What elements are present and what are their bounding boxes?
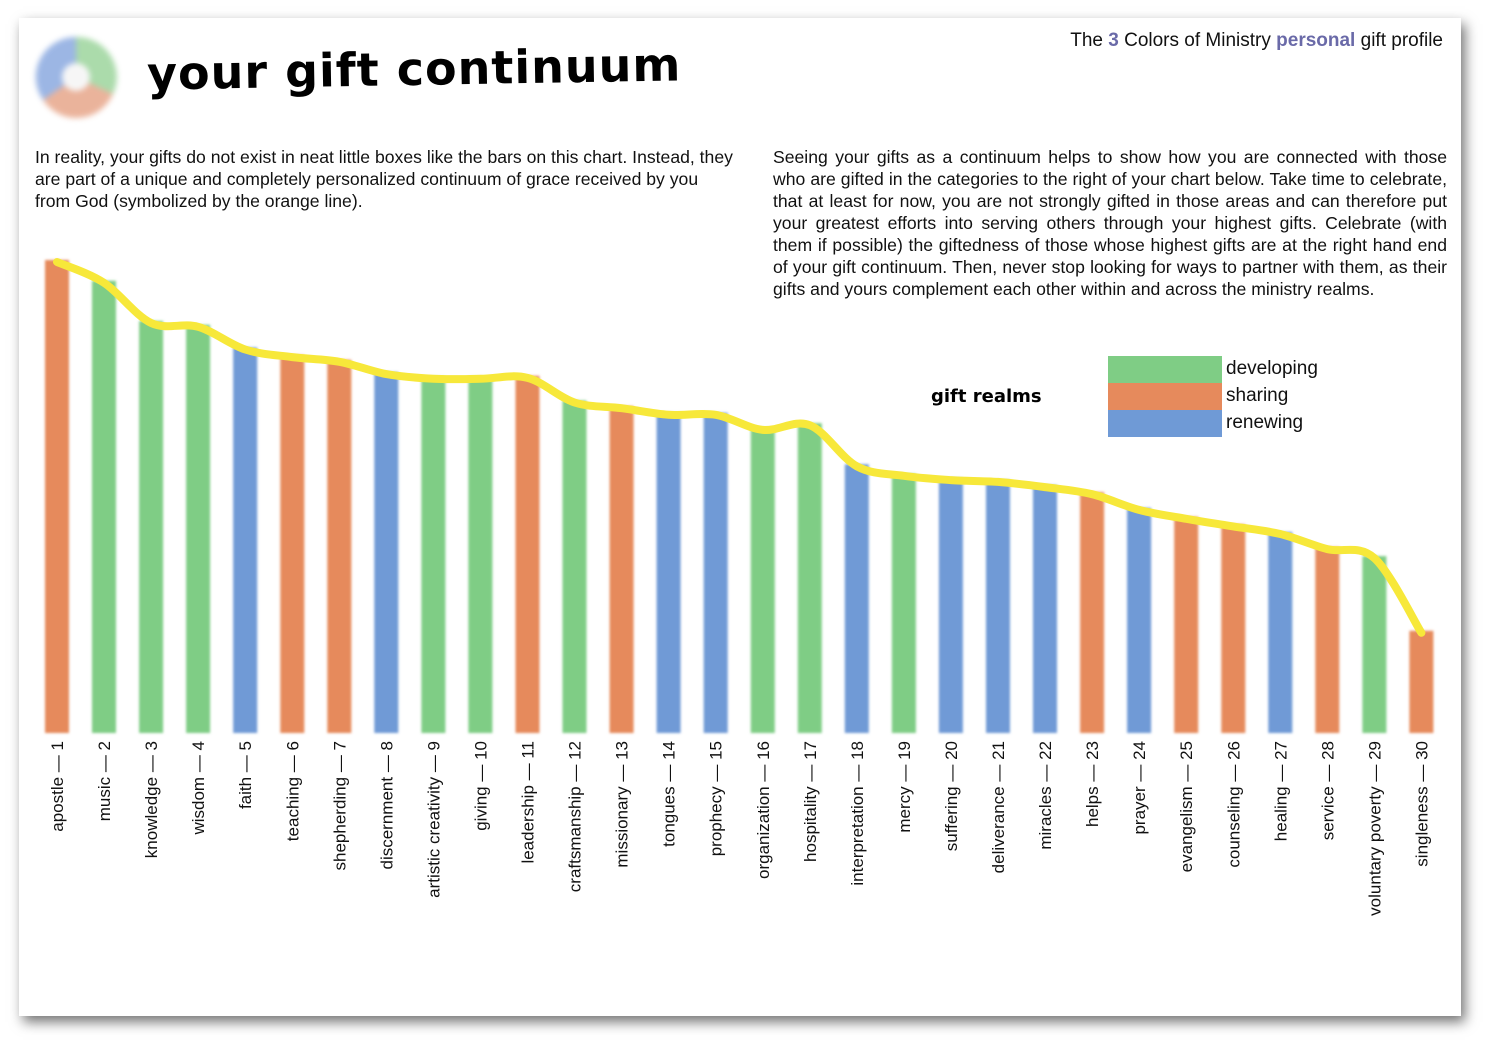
bar-25 [1174, 516, 1199, 733]
x-tick-label: giving — 10 [471, 741, 490, 831]
bar-8 [374, 372, 399, 733]
bar-17 [797, 423, 822, 733]
legend-swatch-sharing [1108, 383, 1222, 410]
bar-15 [703, 412, 728, 733]
header-prefix: The [1070, 30, 1103, 51]
x-tick-label: healing — 27 [1271, 741, 1290, 841]
x-tick-label: teaching — 6 [283, 741, 302, 841]
bar-22 [1033, 485, 1057, 733]
bar-26 [1221, 524, 1246, 733]
x-tick-label: knowledge — 3 [142, 741, 161, 858]
bar-5 [233, 347, 258, 733]
x-tick-label: counseling — 26 [1224, 741, 1243, 868]
ministry-logo [35, 36, 117, 118]
x-tick-label: prophecy — 15 [707, 741, 726, 856]
x-tick-label: deliverance — 21 [989, 741, 1008, 873]
header-personal: personal [1276, 30, 1356, 51]
x-tick-label: craftsmanship — 12 [566, 741, 585, 892]
bar-12 [562, 400, 587, 733]
continuum-line [53, 258, 1426, 637]
bar-11 [515, 375, 540, 733]
x-tick-label: hospitality — 17 [801, 741, 820, 862]
x-tick-label: prayer — 24 [1130, 741, 1149, 835]
profile-header: The 3 Colors of Ministry personal gift p… [1070, 30, 1443, 52]
x-tick-label: artistic creativity — 9 [424, 741, 443, 898]
x-tick-label: music — 2 [95, 741, 114, 821]
bar-29 [1362, 556, 1387, 733]
bar-30 [1409, 630, 1434, 733]
x-tick-label: interpretation — 18 [848, 741, 867, 886]
bar-group [45, 260, 1434, 733]
x-tick-label: organization — 16 [754, 741, 773, 879]
x-tick-label: mercy — 19 [895, 741, 914, 833]
x-tick-label: singleness — 30 [1412, 741, 1431, 867]
bar-28 [1315, 547, 1340, 733]
x-tick-label: leadership — 11 [519, 741, 538, 864]
legend-swatch-developing [1108, 356, 1222, 383]
x-tick-label: evangelism — 25 [1177, 741, 1196, 872]
bar-13 [609, 406, 634, 733]
tick-label-group: apostle — 1 music — 2 knowledge — 3 wisdom … [48, 741, 1431, 916]
x-tick-label: apostle — 1 [48, 741, 67, 832]
legend-label-developing: developing [1226, 358, 1318, 379]
gift-continuum-chart: apostle — 1 music — 2 knowledge — 3 wisdom … [45, 258, 1434, 916]
legend-swatch-renewing [1108, 410, 1222, 437]
intro-paragraph-right: Seeing your gifts as a continuum helps t… [773, 147, 1447, 299]
bar-16 [750, 427, 775, 733]
x-tick-label: shepherding — 7 [330, 741, 349, 870]
bar-21 [986, 479, 1010, 733]
bar-24 [1127, 507, 1152, 733]
x-tick-label: faith — 5 [236, 741, 255, 809]
x-tick-label: missionary — 13 [613, 741, 632, 868]
bar-1 [45, 260, 69, 733]
x-tick-label: tongues — 14 [660, 741, 679, 847]
x-tick-label: suffering — 20 [942, 741, 961, 851]
x-tick-label: service — 28 [1318, 741, 1337, 840]
bar-7 [327, 359, 352, 733]
x-tick-label: voluntary poverty — 29 [1365, 741, 1384, 916]
bar-20 [938, 478, 963, 733]
header-number: 3 [1108, 30, 1119, 51]
bar-19 [891, 473, 916, 733]
header-suffix: gift profile [1360, 30, 1443, 51]
bar-14 [656, 412, 681, 733]
bar-23 [1080, 492, 1105, 733]
x-tick-label: wisdom — 4 [189, 741, 208, 836]
x-tick-label: miracles — 22 [1036, 741, 1055, 850]
legend-label-sharing: sharing [1226, 385, 1289, 406]
bar-18 [844, 464, 869, 733]
bar-4 [186, 324, 211, 733]
bar-10 [468, 376, 493, 733]
profile-page: your gift continuum The 3 Colors of Mini… [19, 18, 1461, 1016]
bar-27 [1268, 532, 1293, 733]
x-tick-label: discernment — 8 [377, 741, 396, 870]
intro-paragraph-left: In reality, your gifts do not exist in n… [35, 147, 733, 211]
bar-6 [280, 355, 305, 733]
bar-3 [139, 321, 164, 733]
header-middle: Colors of Ministry [1124, 30, 1271, 51]
x-tick-label: helps — 23 [1083, 741, 1102, 827]
bar-2 [92, 280, 116, 733]
legend-title: gift realms [931, 386, 1042, 407]
bar-9 [421, 376, 446, 733]
legend-label-renewing: renewing [1226, 412, 1304, 433]
